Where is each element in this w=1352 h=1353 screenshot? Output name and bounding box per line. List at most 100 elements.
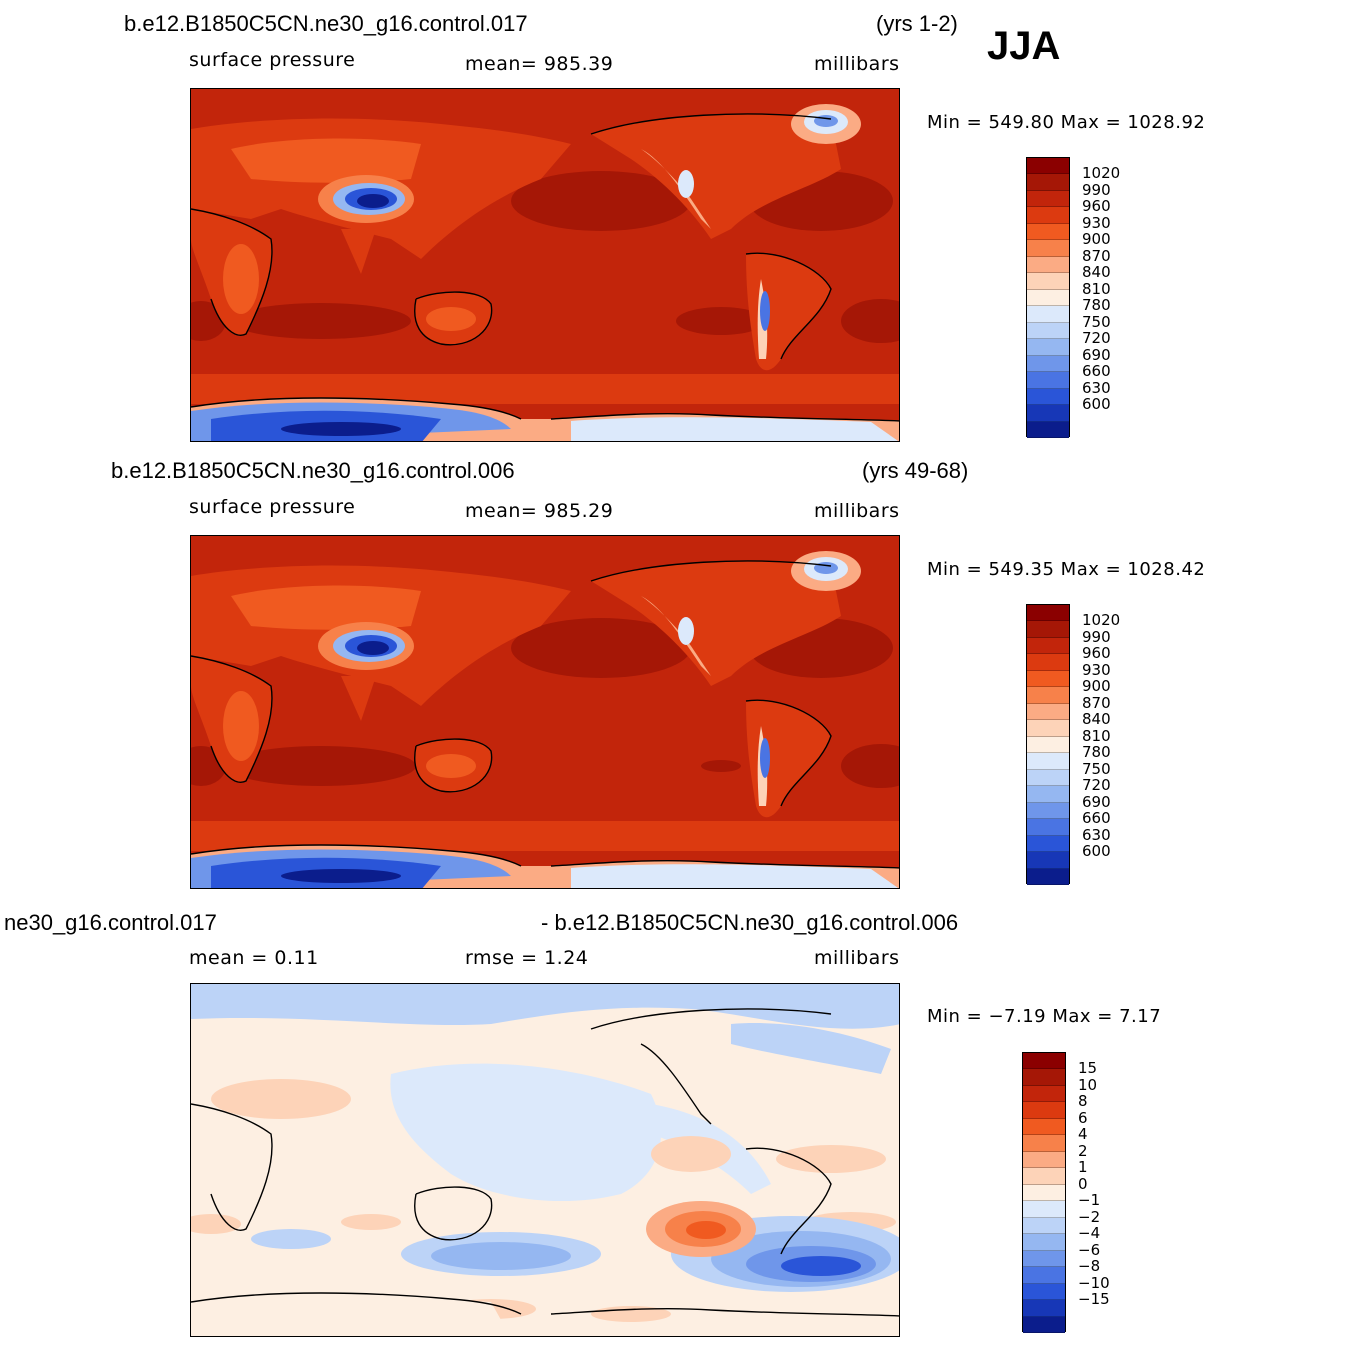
colorbar-swatch bbox=[1027, 786, 1069, 803]
map-panel-2 bbox=[190, 535, 900, 889]
colorbar-tick-label: 930 bbox=[1082, 660, 1111, 679]
colorbar-swatch bbox=[1023, 1135, 1065, 1152]
colorbar-swatch bbox=[1023, 1283, 1065, 1301]
colorbar-tick-label: 870 bbox=[1082, 246, 1111, 265]
colorbar-swatch bbox=[1023, 1201, 1065, 1218]
colorbar-swatch bbox=[1027, 388, 1069, 406]
diff-case-left: ne30_g16.control.017 bbox=[4, 910, 217, 935]
surface-pressure-map-2 bbox=[191, 536, 899, 888]
colorbar-tick-label: 630 bbox=[1082, 825, 1111, 844]
colorbar-tick-label: 990 bbox=[1082, 627, 1111, 646]
colorbar-tick-label: 10 bbox=[1078, 1075, 1098, 1094]
colorbar-swatch bbox=[1027, 240, 1069, 257]
colorbar-tick-label: −6 bbox=[1078, 1240, 1101, 1259]
colorbar-swatches-3 bbox=[1022, 1052, 1066, 1333]
colorbar-swatch bbox=[1023, 1316, 1065, 1333]
colorbar-swatch bbox=[1027, 621, 1069, 638]
colorbar-swatch bbox=[1027, 835, 1069, 853]
map-panel-1 bbox=[190, 88, 900, 442]
colorbar-swatch bbox=[1027, 256, 1069, 274]
colorbar-tick-label: 600 bbox=[1082, 395, 1111, 414]
colorbar-swatch bbox=[1027, 605, 1069, 622]
colorbar-tick-label: −8 bbox=[1078, 1257, 1101, 1276]
colorbar-swatch bbox=[1027, 736, 1069, 754]
diff-mean-label: mean = 0.11 bbox=[189, 947, 319, 969]
units-label-2: millibars bbox=[814, 500, 900, 522]
minmax-label-1: Min = 549.80 Max = 1028.92 bbox=[927, 112, 1206, 133]
colorbar-swatch bbox=[1027, 852, 1069, 869]
colorbar-tick-label: 660 bbox=[1082, 362, 1111, 381]
colorbar-tick-label: 600 bbox=[1082, 842, 1111, 861]
colorbar-tick-label: −4 bbox=[1078, 1224, 1101, 1243]
colorbar-tick-label: 810 bbox=[1082, 279, 1111, 298]
surface-pressure-map-1 bbox=[191, 89, 899, 441]
colorbar-tick-label: 750 bbox=[1082, 759, 1111, 778]
colorbar-tick-label: 720 bbox=[1082, 776, 1111, 795]
colorbar-swatch bbox=[1027, 322, 1069, 340]
colorbar-swatch bbox=[1023, 1069, 1065, 1086]
colorbar-swatch bbox=[1023, 1250, 1065, 1268]
colorbar-tick-label: 870 bbox=[1082, 693, 1111, 712]
colorbar-tick-label: 960 bbox=[1082, 644, 1111, 663]
colorbar-tick-label: 900 bbox=[1082, 677, 1111, 696]
colorbar-swatch bbox=[1027, 405, 1069, 422]
colorbar-swatch bbox=[1027, 174, 1069, 191]
season-label: JJA bbox=[987, 24, 1061, 68]
colorbar-tick-label: 840 bbox=[1082, 710, 1111, 729]
colorbar-tick-label: 930 bbox=[1082, 213, 1111, 232]
map-panel-3 bbox=[190, 983, 900, 1337]
colorbar-tick-label: 8 bbox=[1078, 1092, 1088, 1111]
colorbar-tick-label: 990 bbox=[1082, 180, 1111, 199]
colorbar-tick-label: −1 bbox=[1078, 1191, 1101, 1210]
diff-case-right: - b.e12.B1850C5CN.ne30_g16.control.006 bbox=[541, 910, 959, 935]
colorbar-tick-label: 1 bbox=[1078, 1158, 1088, 1177]
colorbar-swatch bbox=[1027, 158, 1069, 175]
colorbar-swatches-1 bbox=[1026, 157, 1070, 438]
case-title-1: b.e12.B1850C5CN.ne30_g16.control.017 bbox=[124, 11, 528, 36]
colorbar-tick-label: 900 bbox=[1082, 230, 1111, 249]
units-label-1: millibars bbox=[814, 53, 900, 75]
colorbar-swatch bbox=[1023, 1085, 1065, 1103]
colorbar-tick-label: 720 bbox=[1082, 329, 1111, 348]
colorbar-swatch bbox=[1023, 1118, 1065, 1136]
colorbar-swatch bbox=[1027, 670, 1069, 688]
colorbar-tick-label: 6 bbox=[1078, 1108, 1088, 1127]
colorbar-swatch bbox=[1027, 769, 1069, 787]
case-title-2: b.e12.B1850C5CN.ne30_g16.control.006 bbox=[111, 458, 515, 483]
minmax-label-2: Min = 549.35 Max = 1028.42 bbox=[927, 559, 1206, 580]
difference-map bbox=[191, 984, 899, 1336]
colorbar-tick-label: 630 bbox=[1082, 378, 1111, 397]
colorbar-swatch bbox=[1027, 802, 1069, 820]
colorbar-tick-label: 0 bbox=[1078, 1174, 1088, 1193]
minmax-label-3: Min = −7.19 Max = 7.17 bbox=[927, 1006, 1162, 1027]
colorbar-swatch bbox=[1023, 1102, 1065, 1119]
colorbar-swatch bbox=[1027, 637, 1069, 655]
colorbar-swatch bbox=[1027, 720, 1069, 737]
mean-label-1: mean= 985.39 bbox=[465, 53, 614, 75]
colorbar-tick-label: 750 bbox=[1082, 312, 1111, 331]
colorbar-swatch bbox=[1023, 1184, 1065, 1202]
mean-label-2: mean= 985.29 bbox=[465, 500, 614, 522]
colorbar-swatch bbox=[1027, 868, 1069, 885]
colorbar-tick-label: 690 bbox=[1082, 345, 1111, 364]
colorbar-tick-label: −10 bbox=[1078, 1273, 1110, 1292]
colorbar-tick-label: 690 bbox=[1082, 792, 1111, 811]
colorbar-swatches-2 bbox=[1026, 604, 1070, 885]
colorbar-tick-label: 1020 bbox=[1082, 611, 1121, 630]
colorbar-tick-label: 15 bbox=[1078, 1059, 1098, 1078]
variable-label-1: surface pressure bbox=[189, 49, 356, 71]
colorbar-swatch bbox=[1027, 819, 1069, 836]
variable-label-2: surface pressure bbox=[189, 496, 356, 518]
colorbar-tick-label: −2 bbox=[1078, 1207, 1101, 1226]
colorbar-swatch bbox=[1027, 753, 1069, 770]
colorbar-tick-label: 780 bbox=[1082, 743, 1111, 762]
colorbar-swatch bbox=[1023, 1300, 1065, 1317]
colorbar-tick-label: 2 bbox=[1078, 1141, 1088, 1160]
colorbar-tick-label: 4 bbox=[1078, 1125, 1088, 1144]
colorbar-swatch bbox=[1023, 1217, 1065, 1235]
colorbar-swatch bbox=[1027, 289, 1069, 307]
colorbar-swatch bbox=[1023, 1267, 1065, 1284]
colorbar-swatch bbox=[1027, 223, 1069, 241]
colorbar-tick-label: −15 bbox=[1078, 1290, 1110, 1309]
colorbar-swatch bbox=[1027, 273, 1069, 290]
